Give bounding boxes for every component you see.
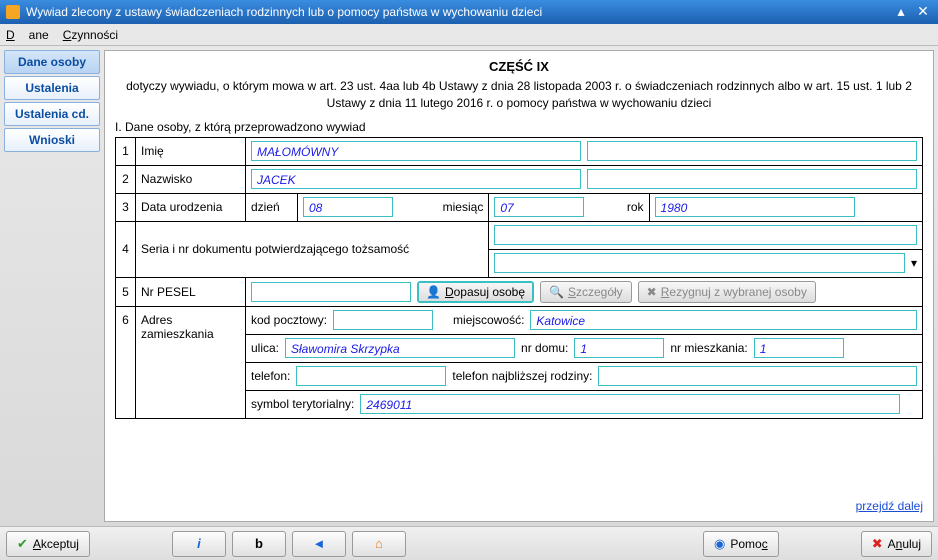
street-label: ulica: [251,341,279,355]
year-input[interactable]: 1980 [655,197,855,217]
dokument-dropdown[interactable] [494,253,905,273]
szczegoly-button[interactable]: 🔍Szczegóły [540,281,632,303]
part-heading: CZĘŚĆ IX [115,59,923,74]
menu-dane[interactable]: Dane [6,28,49,42]
postal-input[interactable] [333,310,433,330]
help-icon: ◉ [714,536,725,552]
help-button[interactable]: ◉Pomoc [703,531,779,557]
nazwisko-input-2[interactable] [587,169,917,189]
street-input[interactable]: Sławomira Skrzypka [285,338,515,358]
imie-input[interactable]: MAŁOMÓWNY [251,141,581,161]
info-icon: i [197,536,201,551]
year-label: rok [627,200,644,214]
postal-label: kod pocztowy: [251,313,327,327]
nazwisko-input[interactable]: JACEK [251,169,581,189]
chevron-down-icon[interactable]: ▾ [911,256,917,270]
back-button[interactable]: ◄ [292,531,346,557]
row-num: 5 [116,277,136,306]
bold-icon: b [255,536,263,551]
app-icon [6,5,20,19]
dopasuj-button[interactable]: 👤Dopasuj osobę [417,281,534,303]
phone-label: telefon: [251,369,290,383]
day-label: dzień [246,193,298,221]
city-input[interactable]: Katowice [530,310,917,330]
close-button[interactable]: ✕ [914,4,932,20]
tab-ustalenia[interactable]: Ustalenia [4,76,100,100]
terr-input[interactable]: 2469011 [360,394,900,414]
row-num: 4 [116,221,136,277]
phone2-input[interactable] [598,366,917,386]
row-label: Nr PESEL [136,277,246,306]
arrow-left-icon: ◄ [313,536,326,551]
next-link[interactable]: przejdź dalej [115,491,923,513]
section-label: I. Dane osoby, z którą przeprowadzono wy… [115,120,923,134]
house-label: nr domu: [521,341,568,355]
minimize-button[interactable]: ▴ [892,4,910,20]
cancel-icon: ✖ [647,285,657,299]
day-input[interactable]: 08 [303,197,393,217]
tab-wnioski[interactable]: Wnioski [4,128,100,152]
row-label: Imię [136,137,246,165]
titlebar: Wywiad zlecony z ustawy świadczeniach ro… [0,0,938,24]
home-button[interactable]: ⌂ [352,531,406,557]
main-panel: CZĘŚĆ IX dotyczy wywiadu, o którym mowa … [104,50,934,522]
row-num: 2 [116,165,136,193]
tab-ustalenia-cd[interactable]: Ustalenia cd. [4,102,100,126]
dokument-input[interactable] [494,225,917,245]
row-num: 6 [116,306,136,418]
tab-dane-osoby[interactable]: Dane osoby [4,50,100,74]
row-num: 1 [116,137,136,165]
cancel-button[interactable]: ✖Anuluj [861,531,932,557]
accept-button[interactable]: ✔Akceptuj [6,531,90,557]
form-table: 1 Imię MAŁOMÓWNY 2 Nazwisko [115,137,923,419]
footer: ✔Akceptuj i b ◄ ⌂ ◉Pomoc ✖Anuluj [0,526,938,560]
subtitle: dotyczy wywiadu, o którym mowa w art. 23… [115,78,923,112]
apt-input[interactable]: 1 [754,338,844,358]
phone2-label: telefon najbliższej rodziny: [452,369,592,383]
row-label: Seria i nr dokumentu potwierdzającego to… [136,221,489,277]
house-input[interactable]: 1 [574,338,664,358]
sidebar: Dane osoby Ustalenia Ustalenia cd. Wnios… [4,50,100,522]
terr-label: symbol terytorialny: [251,397,354,411]
info-button[interactable]: i [172,531,226,557]
city-label: miejscowość: [453,313,524,327]
row-label: Nazwisko [136,165,246,193]
imie-input-2[interactable] [587,141,917,161]
pesel-input[interactable] [251,282,411,302]
row-num: 3 [116,193,136,221]
close-icon: ✖ [872,536,883,552]
rezygnuj-button[interactable]: ✖Rezygnuj z wybranej osoby [638,281,816,303]
row-label: Adres zamieszkania [136,306,246,418]
bold-button[interactable]: b [232,531,286,557]
search-icon: 🔍 [549,285,564,299]
month-label: miesiąc [443,200,484,214]
person-icon: 👤 [426,285,441,299]
home-icon: ⌂ [375,536,383,551]
menu-czynnosci[interactable]: Czynności [63,28,118,42]
month-input[interactable]: 07 [494,197,584,217]
phone-input[interactable] [296,366,446,386]
check-icon: ✔ [17,536,28,552]
window-title: Wywiad zlecony z ustawy świadczeniach ro… [26,5,542,19]
row-label: Data urodzenia [136,193,246,221]
apt-label: nr mieszkania: [670,341,747,355]
menubar: Dane Czynności [0,24,938,46]
